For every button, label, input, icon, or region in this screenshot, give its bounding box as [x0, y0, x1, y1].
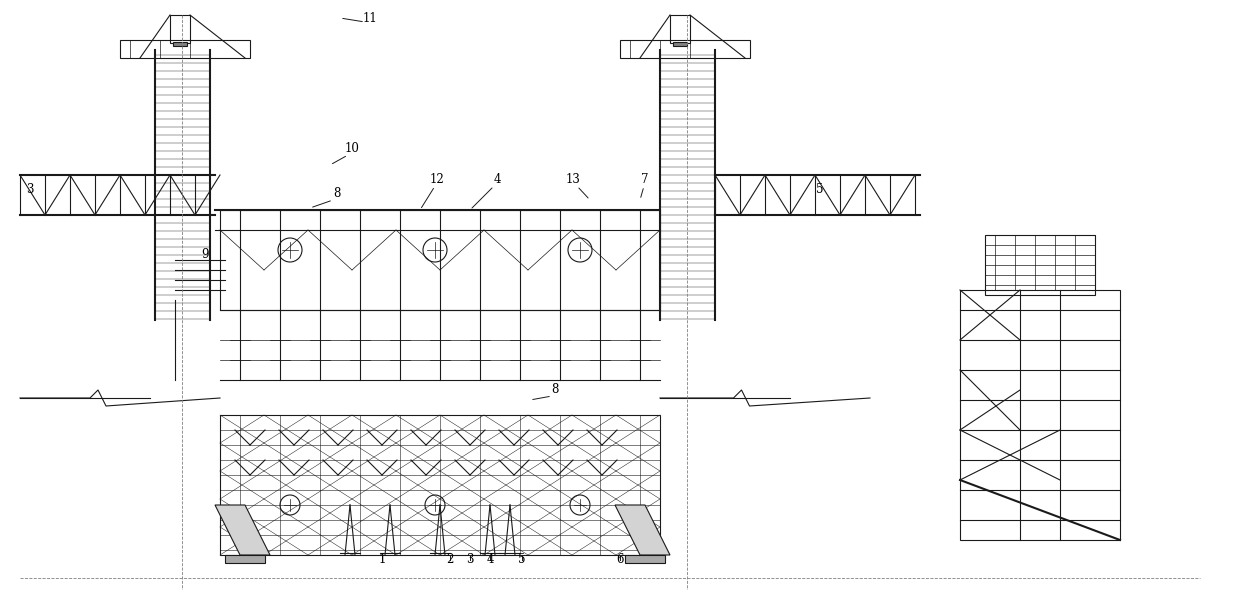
Text: 8: 8 — [552, 383, 559, 396]
Bar — [620, 40, 750, 58]
Bar — [219, 415, 660, 555]
Text: 12: 12 — [429, 173, 444, 186]
Text: 6: 6 — [616, 553, 624, 566]
Text: 9: 9 — [201, 248, 208, 261]
Bar — [219, 210, 660, 310]
Bar — [120, 40, 250, 58]
Bar — [985, 235, 1095, 295]
Text: 5: 5 — [518, 553, 526, 566]
Bar — [170, 15, 190, 43]
Bar — [224, 555, 265, 563]
Text: 10: 10 — [345, 142, 360, 155]
Text: 3: 3 — [466, 553, 474, 566]
Text: 4: 4 — [486, 553, 494, 566]
Bar — [625, 555, 665, 563]
Text: 4: 4 — [494, 173, 501, 186]
Text: 8: 8 — [334, 187, 341, 200]
Text: 13: 13 — [565, 173, 580, 186]
Bar — [670, 15, 689, 43]
Bar — [174, 42, 187, 46]
Text: 11: 11 — [362, 12, 377, 25]
Polygon shape — [615, 505, 670, 555]
Text: 3: 3 — [26, 183, 33, 196]
Text: 7: 7 — [641, 173, 649, 186]
Text: 2: 2 — [446, 553, 454, 566]
Bar — [960, 290, 1120, 540]
Text: 5: 5 — [816, 183, 823, 196]
Polygon shape — [215, 505, 270, 555]
Text: 1: 1 — [378, 553, 386, 566]
Bar — [673, 42, 687, 46]
